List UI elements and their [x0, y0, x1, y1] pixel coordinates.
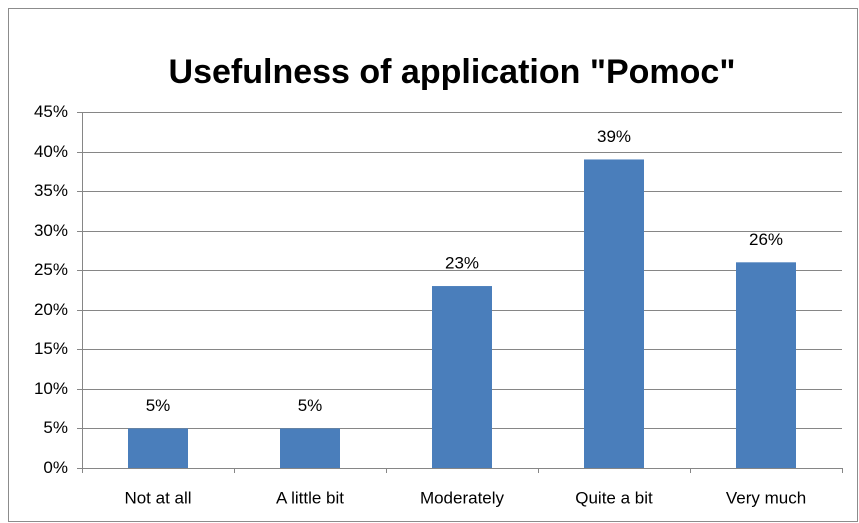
- y-tick-label: 0%: [43, 458, 68, 477]
- data-label: 5%: [146, 396, 171, 415]
- data-label: 39%: [597, 127, 631, 146]
- y-tick-label: 15%: [34, 339, 68, 358]
- y-tick-label: 45%: [34, 102, 68, 121]
- y-tick-label: 10%: [34, 379, 68, 398]
- data-label: 5%: [298, 396, 323, 415]
- x-tick-label: Not at all: [124, 488, 191, 507]
- y-tick-label: 35%: [34, 181, 68, 200]
- x-tick-label: A little bit: [276, 488, 344, 507]
- data-label: 23%: [445, 254, 479, 273]
- data-label: 26%: [749, 230, 783, 249]
- bar: [432, 286, 492, 468]
- bar: [584, 159, 644, 468]
- y-tick-label: 30%: [34, 221, 68, 240]
- x-tick-label: Quite a bit: [575, 488, 653, 507]
- y-tick-label: 20%: [34, 300, 68, 319]
- bar: [736, 262, 796, 468]
- y-tick-label: 40%: [34, 142, 68, 161]
- y-tick-label: 5%: [43, 418, 68, 437]
- bar: [128, 428, 188, 468]
- chart-title: Usefulness of application "Pomoc": [169, 53, 736, 91]
- bar: [280, 428, 340, 468]
- x-tick-label: Moderately: [420, 488, 505, 507]
- y-tick-label: 25%: [34, 260, 68, 279]
- x-tick-label: Very much: [726, 488, 806, 507]
